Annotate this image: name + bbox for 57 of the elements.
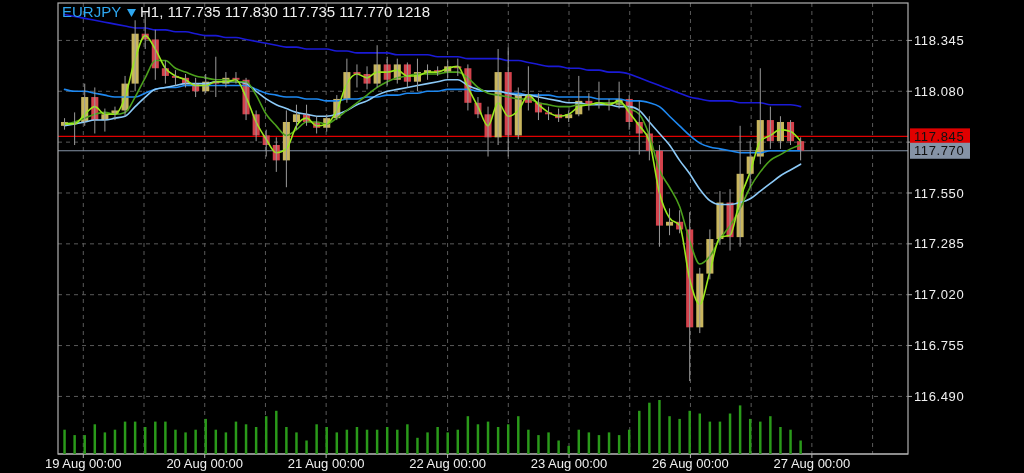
bar <box>678 418 681 454</box>
bar <box>648 402 651 454</box>
bar <box>154 421 157 454</box>
bar <box>396 429 399 454</box>
bar <box>567 445 570 454</box>
x-tick-label: 20 Aug 00:00 <box>166 456 244 471</box>
y-tick-label: 116.755 <box>914 338 965 354</box>
y-tick-label: 117.285 <box>914 236 965 252</box>
bar <box>779 427 782 454</box>
bar <box>305 440 308 454</box>
bar <box>527 429 530 454</box>
chart-title: EURJPY <box>62 3 122 20</box>
bar <box>73 435 76 454</box>
x-tick-label: 22 Aug 00:00 <box>409 456 486 471</box>
bar <box>668 416 671 454</box>
bar <box>799 440 802 454</box>
bar <box>406 424 409 454</box>
bar <box>688 410 691 454</box>
bar <box>184 432 187 454</box>
bar <box>315 424 318 454</box>
y-tick-label: 117.020 <box>914 287 965 303</box>
x-tick-label: 27 Aug 00:00 <box>773 456 851 471</box>
line-series <box>63 78 802 206</box>
x-tick-label: 21 Aug 00:00 <box>287 456 365 471</box>
y-tick-label: 116.490 <box>914 388 965 404</box>
ref-line-label: 117.845 <box>914 128 965 144</box>
bar <box>164 421 167 454</box>
bar <box>517 416 520 454</box>
bar <box>295 432 298 454</box>
bar <box>204 418 207 454</box>
x-tick-label: 26 Aug 00:00 <box>652 456 729 471</box>
bar <box>547 432 550 454</box>
bar <box>769 416 772 454</box>
bar <box>658 400 661 454</box>
bar <box>63 429 66 454</box>
y-tick-label: 118.345 <box>914 32 965 48</box>
bar <box>436 427 439 454</box>
bar <box>426 432 429 454</box>
bar <box>83 435 86 454</box>
x-tick-label: 19 Aug 00:00 <box>44 456 122 471</box>
bar <box>789 429 792 454</box>
bar <box>325 427 328 454</box>
bar <box>759 421 762 454</box>
bar <box>446 432 449 454</box>
bar <box>285 427 288 454</box>
x-tick-label: 23 Aug 00:00 <box>530 456 608 471</box>
bar <box>416 437 419 454</box>
bar <box>174 429 177 454</box>
y-tick-label: 118.080 <box>914 83 965 99</box>
bar <box>275 410 278 454</box>
bar <box>537 435 540 454</box>
chart-subtitle: H1, 117.735 117.830 117.735 117.770 1218 <box>140 3 430 20</box>
ref-line-label: 117.770 <box>914 143 965 159</box>
bar <box>638 410 641 454</box>
bar <box>557 440 560 454</box>
y-tick-label: 117.550 <box>914 185 965 201</box>
bar <box>194 429 197 454</box>
